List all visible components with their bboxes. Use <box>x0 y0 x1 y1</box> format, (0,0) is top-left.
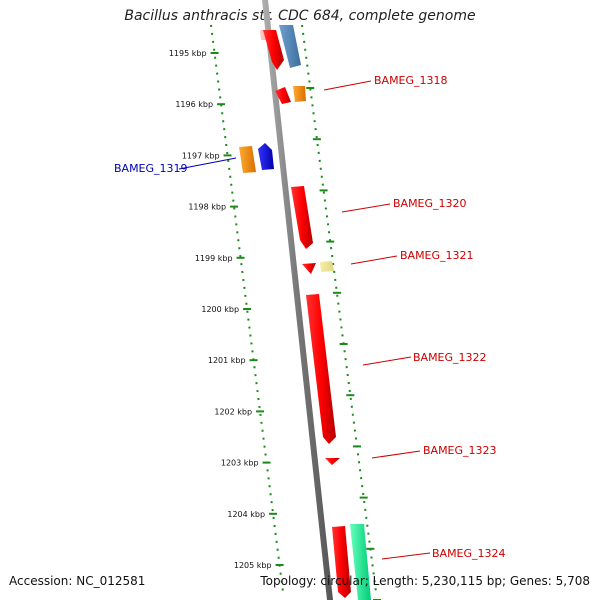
gene-bameg-1318-orange <box>293 86 306 102</box>
label-bameg-1321: BAMEG_1321 <box>400 249 474 262</box>
kbp-tick-label: 1201 kbp <box>208 356 246 365</box>
kbp-tick-label: 1204 kbp <box>227 510 265 519</box>
genome-title: Bacillus anthracis str. CDC 684, complet… <box>124 8 476 24</box>
kbp-tick-label: 1195 kbp <box>169 49 207 58</box>
leader-bameg-1318 <box>323 80 372 91</box>
label-bameg-1319: BAMEG_1319 <box>114 162 188 175</box>
kbp-tick-label: 1203 kbp <box>221 459 259 468</box>
label-bameg-1324: BAMEG_1324 <box>432 547 506 560</box>
kbp-tick-label: 1197 kbp <box>182 151 220 160</box>
label-bameg-1322: BAMEG_1322 <box>413 351 487 364</box>
gene-bameg-1324-red <box>332 526 351 598</box>
kbp-ticks: 1195 kbp 1196 kbp 1197 kbp 1198 kbp 1199 kbp… <box>169 49 382 600</box>
gene-bameg-1321-yellow <box>320 261 334 272</box>
gene-bameg-1323 <box>325 458 340 465</box>
kbp-tick-label: 1202 kbp <box>214 407 252 416</box>
kbp-tick-label: 1199 kbp <box>195 254 233 263</box>
gene-steel-top <box>279 25 301 68</box>
accession-text: Accession: NC_012581 <box>9 574 146 588</box>
gene-bameg-1319-orange <box>239 146 256 173</box>
leader-bameg-1322 <box>362 356 412 366</box>
kbp-tick-label: 1198 kbp <box>188 203 226 212</box>
label-bameg-1323: BAMEG_1323 <box>423 444 497 457</box>
kbp-tick-label: 1200 kbp <box>201 305 239 314</box>
genome-summary-text: Topology: circular; Length: 5,230,115 bp… <box>260 574 590 588</box>
leader-bameg-1323 <box>371 450 421 459</box>
gene-bameg-1320 <box>291 186 313 249</box>
leader-bameg-1321 <box>350 255 398 265</box>
gene-bameg-1318-red <box>275 87 291 104</box>
leader-bameg-1324 <box>381 552 431 560</box>
label-bameg-1318: BAMEG_1318 <box>374 74 448 87</box>
kbp-tick-label: 1205 kbp <box>234 561 272 570</box>
gene-bameg-1322 <box>306 294 336 444</box>
gene-bameg-1324-green <box>350 524 371 600</box>
kbp-tick-label: 1196 kbp <box>175 100 213 109</box>
label-bameg-1320: BAMEG_1320 <box>393 197 467 210</box>
leader-bameg-1320 <box>341 203 391 213</box>
leader-bameg-1319 <box>178 157 237 170</box>
genome-backbone <box>262 0 333 600</box>
gene-bameg-1321-red <box>302 263 316 274</box>
gene-bameg-1319-blue <box>258 143 274 170</box>
gene-red-top <box>263 30 284 70</box>
